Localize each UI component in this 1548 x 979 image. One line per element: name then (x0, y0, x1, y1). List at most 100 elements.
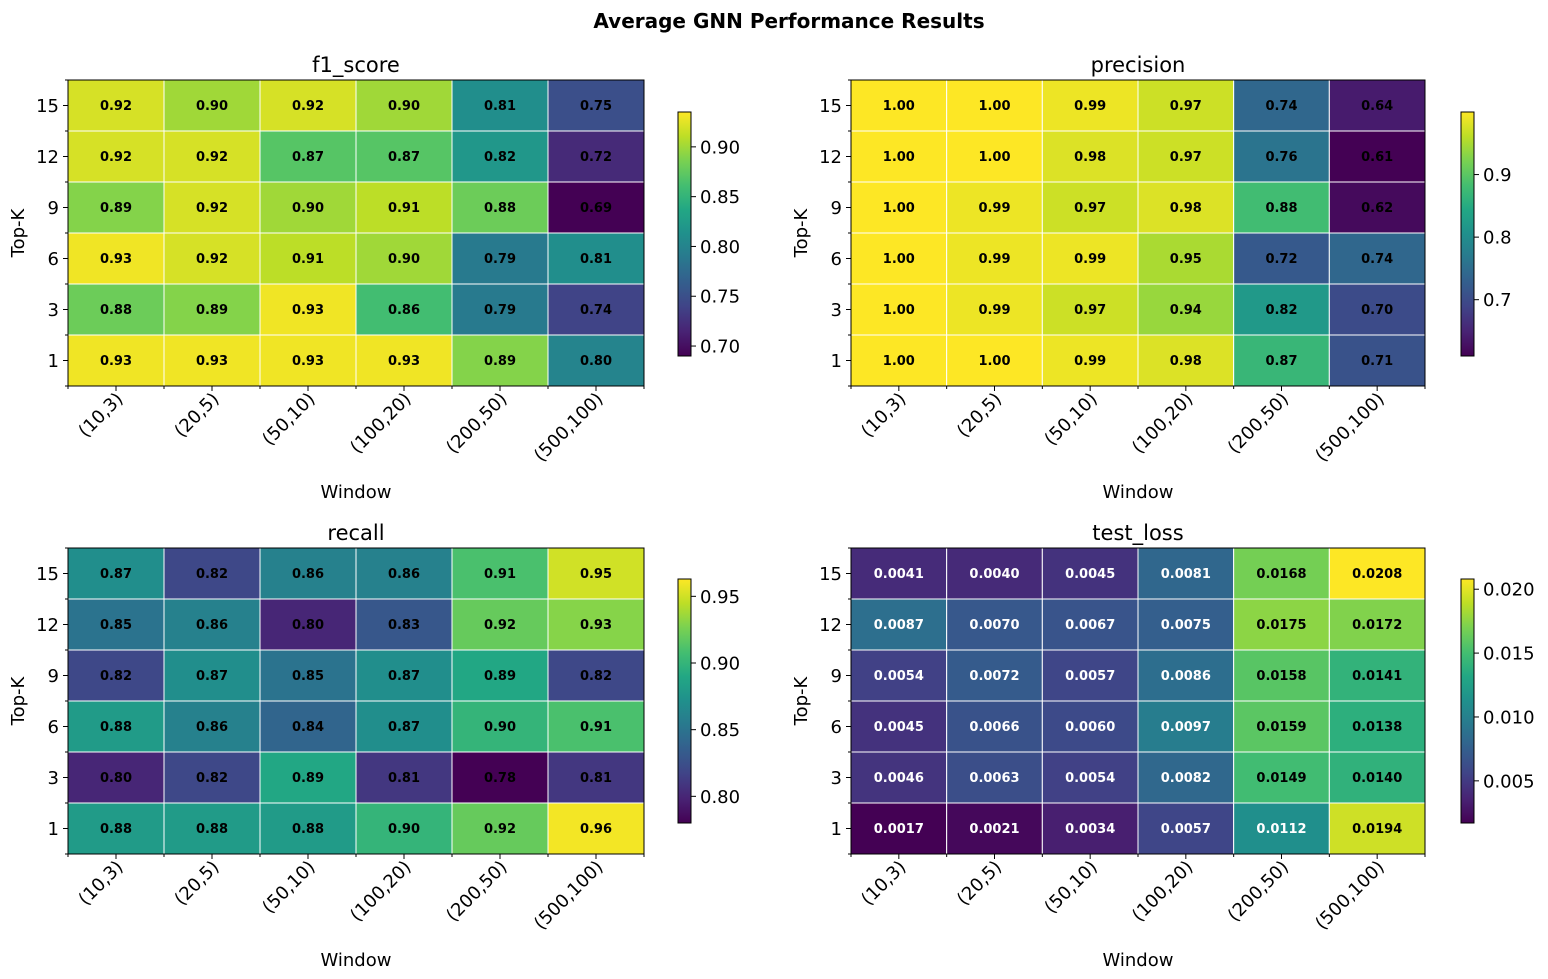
heatmap-cell (355, 283, 453, 336)
heatmap-cell (1233, 547, 1330, 600)
cell-value-label: 0.0141 (1352, 669, 1402, 684)
heatmap-cell (1041, 700, 1139, 753)
cell-value-label: 0.86 (196, 720, 228, 735)
cell-value-label: 0.82 (196, 567, 228, 582)
heatmap-cell (355, 700, 453, 753)
cell-value-label: 0.91 (292, 252, 324, 267)
cell-value-label: 0.0208 (1352, 567, 1402, 582)
cell-value-label: 0.93 (388, 354, 420, 369)
x-tick-label: (20,5) (953, 857, 1006, 910)
cell-value-label: 0.86 (388, 567, 420, 582)
colorbar-tick-label: 0.7 (1483, 290, 1512, 311)
heatmap-cell (1233, 181, 1330, 234)
heatmap-cell (67, 334, 165, 387)
heatmap-cell (355, 130, 453, 183)
colorbar-tick-label: 0.85 (700, 720, 740, 741)
heatmap-cell (850, 649, 948, 702)
heatmap-cell (850, 802, 948, 855)
heatmap-cell (355, 79, 453, 132)
cell-value-label: 0.87 (388, 720, 420, 735)
cell-value-label: 0.0057 (1065, 669, 1115, 684)
cell-value-label: 0.82 (580, 669, 612, 684)
heatmap-cell (67, 283, 165, 336)
cell-value-label: 0.97 (1170, 150, 1202, 165)
heatmap-cell (163, 79, 261, 132)
cell-value-label: 0.89 (484, 669, 516, 684)
y-tick-label: 12 (36, 615, 59, 636)
x-tick-label: (200,50) (442, 389, 511, 458)
colorbar-tick-label: 0.8 (1483, 228, 1512, 249)
cell-value-label: 0.95 (580, 567, 612, 582)
heatmap-cell (259, 232, 357, 285)
cell-value-label: 0.96 (580, 822, 612, 837)
heatmap-cell (946, 700, 1043, 753)
heatmap-cell (67, 547, 165, 600)
y-tick-label: 15 (36, 564, 59, 585)
cell-value-label: 0.0070 (969, 618, 1019, 633)
cell-value-label: 0.92 (100, 150, 132, 165)
cell-value-label: 0.92 (292, 99, 324, 114)
cell-value-label: 0.71 (1361, 354, 1393, 369)
heatmap-cell (547, 700, 645, 753)
cell-value-label: 0.0140 (1352, 771, 1402, 786)
cell-value-label: 0.86 (388, 303, 420, 318)
cell-value-label: 0.89 (292, 771, 324, 786)
cell-value-label: 0.0158 (1256, 669, 1306, 684)
cell-value-label: 0.85 (100, 618, 132, 633)
cell-value-label: 1.00 (978, 354, 1010, 369)
cell-value-label: 0.0112 (1256, 822, 1306, 837)
cell-value-label: 1.00 (883, 99, 915, 114)
figure-title: Average GNN Performance Results (593, 9, 984, 33)
heatmap-cell (259, 802, 357, 855)
heatmap-cell (946, 334, 1043, 387)
cell-value-label: 0.0054 (1065, 771, 1115, 786)
heatmap-cell (259, 283, 357, 336)
heatmap-cell (547, 334, 645, 387)
cell-value-label: 0.79 (484, 303, 516, 318)
cell-value-label: 0.90 (388, 252, 420, 267)
y-tick-label: 3 (831, 768, 842, 789)
x-tick-label: (10,3) (74, 389, 127, 442)
heatmap-cell (451, 649, 549, 702)
cell-value-label: 0.93 (196, 354, 228, 369)
y-tick-label: 12 (819, 615, 842, 636)
heatmap-cell (259, 598, 357, 651)
heatmap-cell (850, 79, 948, 132)
cell-value-label: 0.88 (100, 822, 132, 837)
cell-value-label: 0.70 (1361, 303, 1393, 318)
heatmap-cell (946, 283, 1043, 336)
cell-value-label: 0.90 (292, 201, 324, 216)
y-tick-label: 1 (831, 351, 842, 372)
heatmap-panel-f1-score: f1_score 0.92 0.90 0.92 0.90 0.81 0.75 0.92 0.92… (8, 53, 740, 503)
heatmap-cell (259, 751, 357, 804)
cell-value-label: 0.99 (1074, 99, 1106, 114)
cell-value-label: 0.88 (100, 720, 132, 735)
y-axis-label: Top-K (791, 207, 812, 258)
heatmap-cell (1328, 130, 1426, 183)
heatmap-cell (850, 751, 948, 804)
colorbar-tick-label: 0.80 (700, 237, 740, 258)
y-tick-label: 6 (831, 249, 842, 270)
cell-value-label: 0.89 (484, 354, 516, 369)
cell-value-label: 0.82 (484, 150, 516, 165)
cell-value-label: 0.81 (484, 99, 516, 114)
cell-value-label: 0.0040 (969, 567, 1019, 582)
cell-value-label: 0.99 (978, 201, 1010, 216)
heatmap-cell (355, 598, 453, 651)
cell-value-label: 0.90 (388, 822, 420, 837)
cell-value-label: 0.95 (1170, 252, 1202, 267)
cell-value-label: 0.92 (196, 150, 228, 165)
heatmap-cell (946, 79, 1043, 132)
cell-value-label: 0.99 (978, 303, 1010, 318)
cell-value-label: 0.72 (1265, 252, 1297, 267)
heatmap-cell (946, 130, 1043, 183)
cell-value-label: 0.98 (1170, 201, 1202, 216)
heatmap-cell (850, 700, 948, 753)
y-tick-label: 1 (48, 819, 59, 840)
y-tick-label: 12 (819, 147, 842, 168)
heatmap-cell (1041, 79, 1139, 132)
colorbar-tick-label: 0.010 (1483, 707, 1535, 728)
panel-title-f1-score: f1_score (312, 53, 400, 78)
heatmap-cell (451, 547, 549, 600)
